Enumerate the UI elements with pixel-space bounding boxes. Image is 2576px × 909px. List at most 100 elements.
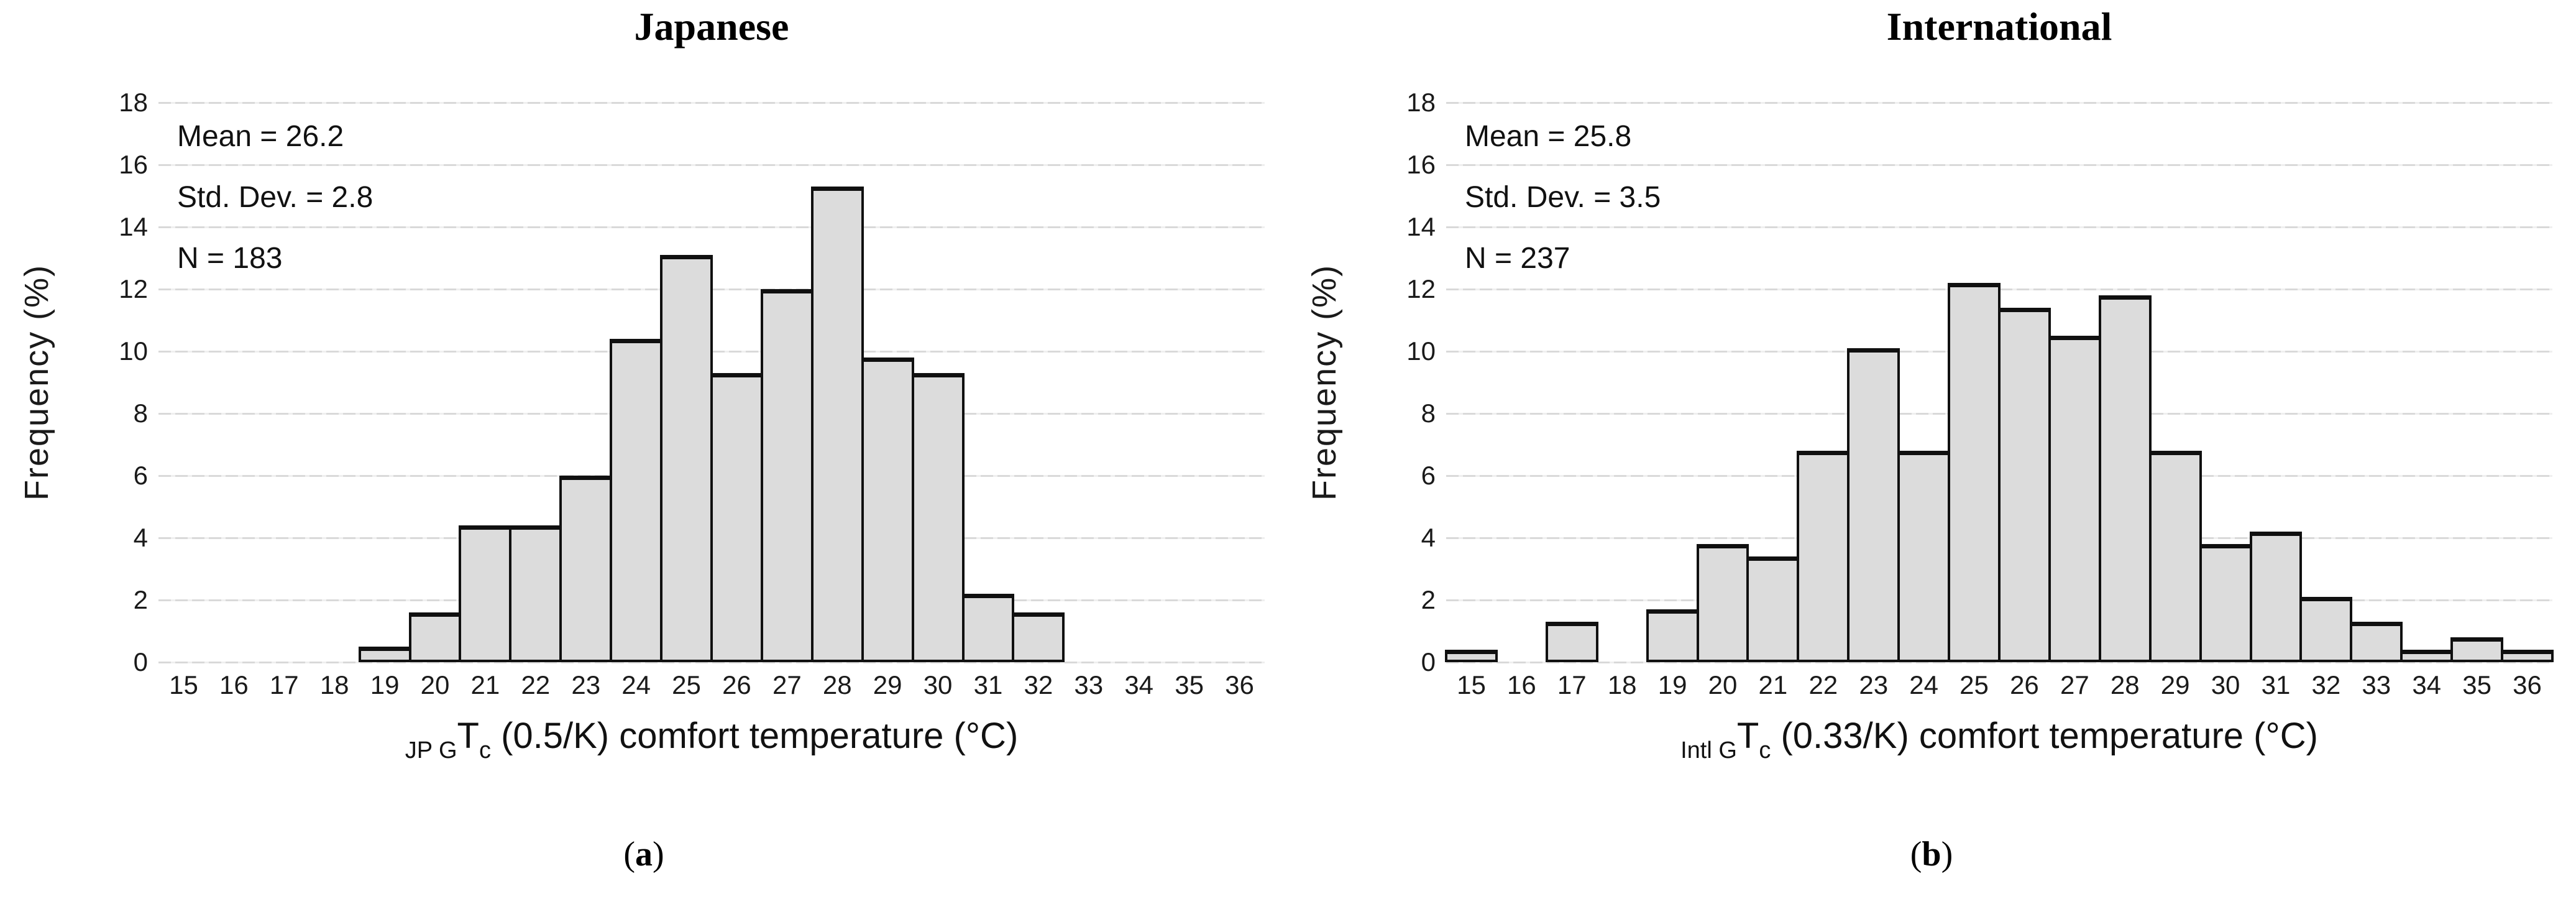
histogram-bar bbox=[2199, 544, 2252, 662]
y-tick-label: 10 bbox=[1406, 336, 1436, 366]
x-tick-label: 17 bbox=[1557, 670, 1587, 699]
y-tick-label: 2 bbox=[1421, 585, 1436, 614]
histogram-bar bbox=[861, 358, 914, 662]
y-tick-label: 10 bbox=[119, 336, 148, 366]
gridline bbox=[158, 164, 1265, 166]
histogram-bar bbox=[559, 476, 613, 662]
histogram-bar bbox=[509, 525, 562, 662]
histogram-bar bbox=[1948, 283, 2001, 662]
letter-close-paren: ) bbox=[1941, 835, 1953, 874]
histogram-bar bbox=[2501, 650, 2554, 662]
panel-letter-a: (a) bbox=[0, 834, 1288, 874]
x-axis-ticks: 15 16 17 18 19 20 21 22 23 24 25 26 27 28 29 30 31 32 33 34… bbox=[158, 670, 1265, 700]
y-axis-title: Frequency (%) bbox=[18, 264, 55, 501]
x-axis-title-prefix-subscript: Intl G bbox=[1680, 737, 1737, 764]
x-tick-label: 16 bbox=[1507, 670, 1536, 699]
stat-mean: Mean = 25.8 bbox=[1465, 120, 1632, 153]
histogram-bar bbox=[610, 339, 663, 662]
histogram-bar bbox=[459, 525, 512, 662]
x-tick-label: 29 bbox=[873, 670, 902, 699]
x-tick-label: 30 bbox=[2211, 670, 2240, 699]
y-tick-label: 12 bbox=[1406, 274, 1436, 303]
x-tick-label: 17 bbox=[269, 670, 299, 699]
gridline bbox=[1446, 661, 2552, 663]
x-axis-title-symbol: T bbox=[457, 716, 479, 756]
letter-open-paren: ( bbox=[1910, 835, 1922, 874]
x-tick-label: 20 bbox=[420, 670, 450, 699]
y-tick-label: 4 bbox=[133, 523, 148, 552]
histogram-bar bbox=[2048, 336, 2101, 662]
y-tick-label: 18 bbox=[1406, 88, 1436, 117]
stat-mean: Mean = 26.2 bbox=[177, 120, 344, 153]
x-tick-label: 18 bbox=[319, 670, 349, 699]
x-tick-label: 26 bbox=[2010, 670, 2039, 699]
x-tick-label: 24 bbox=[1909, 670, 1938, 699]
x-tick-label: 21 bbox=[1758, 670, 1788, 699]
y-axis-title: Frequency (%) bbox=[1306, 264, 1343, 501]
x-tick-label: 15 bbox=[1457, 670, 1486, 699]
panel-international: International Frequency (%) Mean = 25.8 … bbox=[1288, 0, 2575, 909]
y-tick-label: 0 bbox=[1421, 647, 1436, 676]
x-tick-label: 36 bbox=[2513, 670, 2542, 699]
x-tick-label: 26 bbox=[722, 670, 751, 699]
histogram-bar bbox=[1797, 451, 1850, 662]
histogram-bar bbox=[1746, 556, 1800, 662]
y-tick-label: 8 bbox=[1421, 399, 1436, 428]
histogram-bar bbox=[961, 594, 1015, 662]
x-axis-title-symbol-subscript: c bbox=[1759, 737, 1771, 764]
x-tick-label: 23 bbox=[571, 670, 601, 699]
y-tick-label: 2 bbox=[133, 585, 148, 614]
x-tick-label: 33 bbox=[2362, 670, 2391, 699]
chart-title: International bbox=[1886, 4, 2112, 48]
y-tick-label: 14 bbox=[1406, 212, 1436, 241]
stat-n: N = 183 bbox=[177, 242, 283, 275]
chart-title: Japanese bbox=[634, 4, 789, 48]
x-axis-title-text: (0.5/K) comfort temperature (°C) bbox=[490, 716, 1019, 756]
gridline bbox=[1446, 101, 2552, 104]
y-tick-label: 16 bbox=[1406, 150, 1436, 179]
gridline bbox=[158, 661, 1265, 663]
panel-japanese: Japanese Frequency (%) Mean = 26.2 Std. … bbox=[0, 4, 1288, 874]
histogram-bar bbox=[2098, 295, 2152, 662]
x-tick-label: 20 bbox=[1708, 670, 1738, 699]
plot-area bbox=[158, 101, 1265, 663]
letter-char: a bbox=[635, 835, 653, 874]
x-tick-label: 35 bbox=[2462, 670, 2491, 699]
histogram-bar bbox=[1998, 308, 2051, 662]
histogram-bar bbox=[358, 647, 411, 662]
histogram-bar bbox=[408, 612, 462, 662]
y-tick-label: 0 bbox=[133, 647, 148, 676]
histogram-bar bbox=[660, 255, 713, 662]
panel-letter-b: (b) bbox=[1288, 834, 2575, 874]
x-tick-label: 19 bbox=[1657, 670, 1687, 699]
gridline bbox=[158, 101, 1265, 104]
letter-open-paren: ( bbox=[623, 835, 635, 874]
x-tick-label: 30 bbox=[923, 670, 953, 699]
stat-std-dev: Std. Dev. = 2.8 bbox=[177, 181, 374, 214]
x-tick-label: 21 bbox=[470, 670, 500, 699]
y-tick-label: 12 bbox=[119, 274, 148, 303]
histogram-bar bbox=[2148, 451, 2202, 662]
histogram-bar bbox=[2350, 622, 2403, 662]
x-tick-label: 34 bbox=[1124, 670, 1154, 699]
x-tick-label: 19 bbox=[370, 670, 400, 699]
x-tick-label: 33 bbox=[1074, 670, 1104, 699]
x-tick-label: 32 bbox=[2311, 670, 2341, 699]
stat-n: N = 237 bbox=[1465, 242, 1570, 275]
histogram-bar bbox=[1696, 544, 1749, 662]
histogram-bar bbox=[1646, 609, 1699, 662]
x-tick-label: 32 bbox=[1024, 670, 1053, 699]
x-tick-label: 24 bbox=[621, 670, 651, 699]
histogram-bar bbox=[2450, 637, 2504, 662]
x-tick-label: 31 bbox=[2261, 670, 2291, 699]
histogram-bar bbox=[1847, 348, 1900, 662]
x-tick-label: 35 bbox=[1175, 670, 1204, 699]
plot-area bbox=[1445, 101, 2554, 663]
gridline bbox=[1446, 164, 2552, 166]
x-axis-title-symbol: T bbox=[1736, 716, 1759, 756]
x-tick-label: 27 bbox=[772, 670, 802, 699]
x-tick-label: 34 bbox=[2412, 670, 2442, 699]
gridline bbox=[158, 226, 1265, 228]
letter-char: b bbox=[1922, 835, 1941, 874]
